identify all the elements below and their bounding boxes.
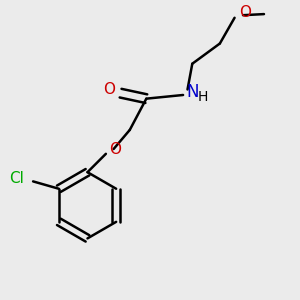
Text: N: N (187, 83, 199, 101)
Text: Cl: Cl (9, 171, 24, 186)
Text: O: O (110, 142, 122, 157)
Text: O: O (103, 82, 115, 97)
Text: O: O (239, 5, 251, 20)
Text: H: H (198, 90, 208, 104)
